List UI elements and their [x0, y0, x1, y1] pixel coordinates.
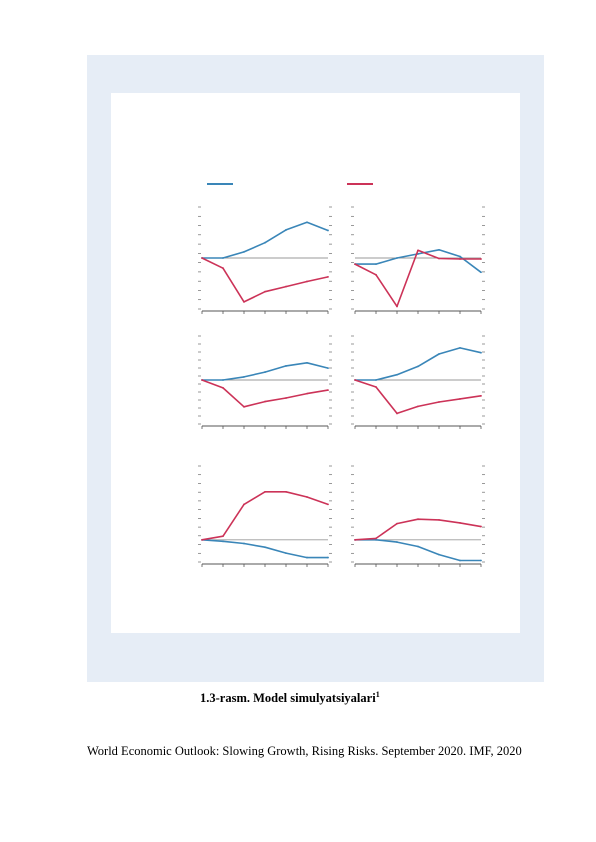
top-left-point-red — [264, 290, 266, 293]
bottom-left-point-blue — [222, 540, 224, 543]
top-right-point-red — [354, 263, 356, 266]
middle-left-point-blue — [264, 371, 266, 373]
middle-left-point-red — [201, 379, 203, 381]
top-left-point-red — [222, 267, 224, 270]
top-right-point-red — [396, 305, 398, 308]
bottom-right-series-blue — [355, 538, 481, 562]
bottom-right-point-red — [417, 518, 419, 521]
caption-label: 1.3-rasm. Model simulyatsiyalari — [200, 691, 376, 706]
bottom-left-point-blue — [306, 556, 308, 559]
bottom-right-point-red — [480, 525, 482, 528]
bottom-right-point-red — [438, 519, 440, 521]
footnote-marker: 1 — [375, 690, 380, 699]
bottom-left-point-blue — [285, 552, 287, 555]
bottom-left-point-blue — [327, 556, 329, 559]
top-left-point-blue — [264, 241, 266, 244]
middle-right-series-blue — [355, 347, 482, 381]
top-right-point-blue — [459, 255, 461, 258]
middle-right-point-red — [417, 405, 419, 408]
bottom-right-point-red — [396, 522, 398, 525]
top-left-point-red — [306, 280, 308, 283]
middle-right-series-red — [354, 379, 482, 415]
top-left-point-red — [201, 257, 203, 259]
middle-right-point-blue — [480, 351, 482, 354]
figure-panel — [111, 93, 520, 633]
middle-right-point-blue — [417, 365, 419, 368]
top-left-point-blue — [222, 257, 224, 259]
middle-left-point-red — [306, 392, 308, 395]
middle-left-point-red — [264, 400, 266, 403]
top-right-point-blue — [375, 263, 377, 266]
bottom-left-series-red — [201, 490, 329, 541]
middle-right-point-blue — [375, 379, 377, 381]
top-left-point-red — [327, 275, 329, 278]
top-right-point-red — [375, 273, 377, 276]
top-left-point-blue — [285, 229, 287, 231]
bottom-left-point-red — [243, 503, 245, 506]
middle-right-point-blue — [396, 373, 398, 376]
middle-left-point-red — [327, 389, 329, 392]
middle-left-point-red — [243, 405, 245, 408]
middle-right-point-red — [396, 412, 398, 415]
top-right-point-blue — [396, 257, 398, 259]
bottom-right-point-blue — [459, 559, 461, 562]
bottom-left-point-blue — [243, 542, 245, 545]
bottom-left-point-blue — [264, 546, 266, 549]
charts-canvas — [198, 183, 485, 567]
middle-right-point-blue — [459, 346, 461, 349]
middle-left-point-blue — [306, 361, 308, 364]
middle-right-point-red — [375, 386, 377, 388]
source-note: World Economic Outlook: Slowing Growth, … — [87, 744, 522, 758]
top-right-point-red — [480, 258, 482, 260]
middle-left-point-blue — [243, 376, 245, 378]
middle-right-point-red — [459, 398, 461, 400]
bottom-right-point-blue — [417, 545, 419, 548]
bottom-left-point-red — [285, 490, 287, 493]
bottom-right-series-red — [354, 518, 482, 541]
top-left-point-blue — [306, 221, 308, 224]
bottom-right-point-red — [459, 521, 461, 524]
top-right-point-blue — [480, 271, 482, 274]
bottom-right-point-red — [375, 537, 377, 540]
middle-right-point-blue — [438, 353, 440, 355]
bottom-right-point-red — [354, 538, 356, 541]
middle-left-point-blue — [285, 365, 287, 367]
top-right-point-red — [459, 258, 461, 260]
top-right-point-blue — [438, 248, 440, 251]
top-left-series-red — [201, 257, 329, 303]
middle-left-point-red — [222, 387, 224, 389]
top-right-point-red — [438, 257, 440, 260]
bottom-left-series-blue — [201, 539, 328, 559]
middle-left-point-red — [285, 397, 287, 399]
top-right-series-red — [354, 249, 481, 308]
middle-left-series-red — [201, 379, 329, 408]
top-left-point-red — [243, 300, 245, 303]
bottom-right-point-blue — [396, 541, 398, 543]
bottom-right-point-blue — [375, 538, 377, 541]
middle-right-point-red — [354, 379, 356, 381]
bottom-right-point-blue — [438, 553, 440, 556]
bottom-right-point-blue — [480, 559, 482, 562]
middle-right-point-red — [438, 401, 440, 403]
top-right-point-red — [417, 249, 419, 252]
middle-right-point-red — [480, 394, 482, 397]
figure-frame — [87, 55, 544, 682]
bottom-left-point-red — [306, 496, 308, 498]
middle-left-point-blue — [222, 379, 224, 381]
top-left-series-blue — [202, 221, 329, 259]
middle-left-point-blue — [327, 367, 329, 370]
bottom-left-point-red — [201, 538, 203, 541]
bottom-left-point-red — [327, 503, 329, 506]
bottom-left-point-red — [222, 535, 224, 538]
bottom-left-point-red — [264, 490, 266, 493]
top-left-point-blue — [243, 250, 245, 253]
top-left-point-blue — [327, 229, 329, 232]
top-left-point-red — [285, 285, 287, 288]
